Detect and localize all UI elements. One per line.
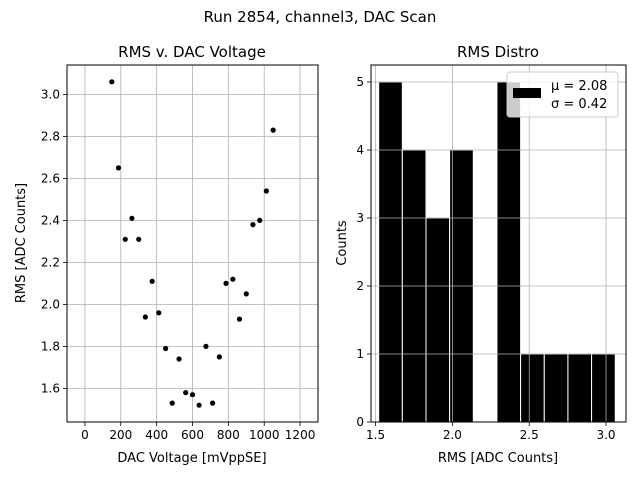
scatter-point xyxy=(122,236,128,242)
scatter-x-tick-label: 400 xyxy=(145,428,168,442)
scatter-point xyxy=(209,400,216,406)
scatter-point xyxy=(115,165,122,171)
legend-box xyxy=(506,71,619,118)
histogram-bar xyxy=(520,353,545,423)
scatter-point xyxy=(176,356,182,362)
scatter-x-tick-label: 1200 xyxy=(285,428,316,442)
legend-swatch xyxy=(513,88,541,98)
legend-sigma-text: σ = 0.42 xyxy=(551,97,607,112)
scatter-point xyxy=(230,276,236,282)
scatter-point xyxy=(163,345,169,352)
scatter-y-tick-label: 2.2 xyxy=(41,255,60,269)
histogram-bar xyxy=(591,353,616,423)
histogram-legend: μ = 2.08 σ = 0.42 xyxy=(506,71,619,118)
histogram-title: RMS Distro xyxy=(457,43,539,61)
scatter-ticks: 0 200 400 600 800 1000 1200 1.6 1.8 2.0 2.2 2.4 2.6 2… xyxy=(41,87,315,442)
scatter-y-tick-label: 2.6 xyxy=(41,171,60,185)
histogram-x-tick-label: 1.5 xyxy=(366,428,385,442)
scatter-point xyxy=(270,127,276,133)
histogram-y-tick-label: 1 xyxy=(356,347,364,361)
scatter-point xyxy=(250,222,256,228)
scatter-ylabel: RMS [ADC Counts] xyxy=(14,183,29,303)
histogram-x-tick-label: 3.0 xyxy=(596,428,615,442)
scatter-point xyxy=(243,291,249,297)
scatter-point xyxy=(189,392,196,398)
legend-mu-text: μ = 2.08 xyxy=(551,79,607,94)
scatter-point xyxy=(196,402,202,408)
scatter-axes-frame xyxy=(66,64,319,423)
histogram-bar xyxy=(425,217,451,423)
scatter-point xyxy=(149,278,155,284)
histogram-y-tick-label: 4 xyxy=(356,143,364,157)
scatter-grid xyxy=(67,65,318,422)
scatter-x-tick-label: 800 xyxy=(217,428,240,442)
scatter-point xyxy=(236,316,243,322)
figure-suptitle: Run 2854, channel3, DAC Scan xyxy=(204,8,437,26)
scatter-point xyxy=(257,217,263,223)
histogram-y-tick-label: 0 xyxy=(356,415,364,429)
histogram-axes-frame xyxy=(370,64,627,423)
scatter-point xyxy=(142,314,148,320)
histogram-bar xyxy=(567,353,593,423)
histogram-bar xyxy=(543,353,569,423)
scatter-point xyxy=(203,343,209,349)
scatter-point xyxy=(109,79,115,85)
scatter-y-tick-label: 2.4 xyxy=(41,213,60,227)
scatter-point xyxy=(169,400,175,406)
scatter-point xyxy=(216,354,222,360)
scatter-xlabel: DAC Voltage [mVppSE] xyxy=(117,451,266,466)
scatter-point xyxy=(156,310,162,316)
histogram-x-tick-label: 2.0 xyxy=(443,428,462,442)
scatter-x-tick-label: 1000 xyxy=(249,428,280,442)
histogram-bar xyxy=(496,81,522,423)
histogram-y-tick-label: 5 xyxy=(356,75,364,89)
scatter-y-tick-label: 2.0 xyxy=(41,297,60,311)
scatter-y-tick-label: 2.8 xyxy=(41,129,60,143)
scatter-y-tick-label: 1.8 xyxy=(41,339,60,353)
scatter-title: RMS v. DAC Voltage xyxy=(118,43,266,61)
histogram-ticks: 1.5 2.0 2.5 3.0 0 1 2 3 4 5 xyxy=(356,75,615,442)
scatter-point xyxy=(183,390,189,396)
scatter-x-tick-label: 200 xyxy=(109,428,132,442)
scatter-x-tick-label: 600 xyxy=(181,428,204,442)
histogram-ylabel: Counts xyxy=(335,220,350,266)
histogram-xlabel: RMS [ADC Counts] xyxy=(438,451,558,466)
histogram-x-tick-label: 2.5 xyxy=(520,428,539,442)
histogram-panel: RMS Distro 1.5 2.0 2.5 3.0 0 1 2 3 4 5 RMS [ADC C… xyxy=(335,43,627,466)
histogram-y-tick-label: 3 xyxy=(356,211,364,225)
scatter-points xyxy=(109,79,276,408)
scatter-point xyxy=(129,215,135,221)
histogram-bar xyxy=(378,81,403,423)
scatter-point xyxy=(223,280,229,286)
scatter-x-tick-label: 0 xyxy=(81,428,89,442)
scatter-y-tick-label: 1.6 xyxy=(41,381,60,395)
scatter-point xyxy=(263,188,269,194)
scatter-panel: RMS v. DAC Voltage 0 200 400 600 800 1000 1200… xyxy=(14,43,319,466)
scatter-y-tick-label: 3.0 xyxy=(41,87,60,101)
scatter-point xyxy=(136,236,142,242)
histogram-y-tick-label: 2 xyxy=(356,279,364,293)
